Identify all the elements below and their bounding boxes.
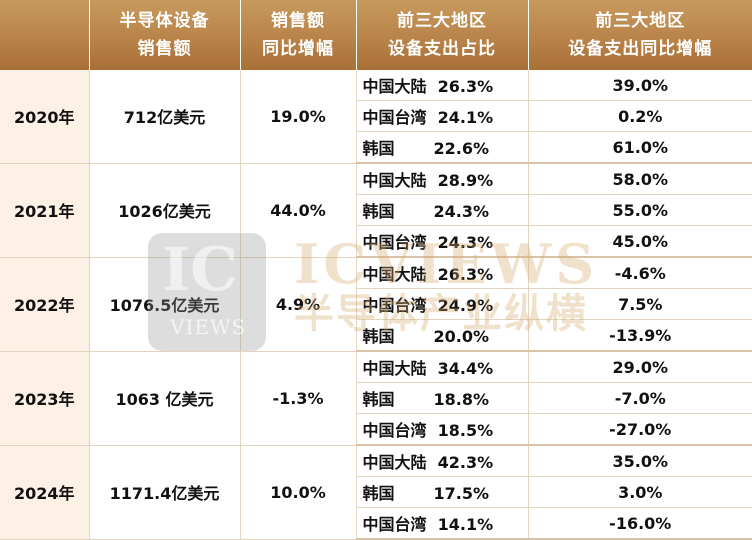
table-row: 2021年 1026亿美元 44.0% 中国大陆 28.9% 58.0% [0,163,752,258]
sales-cell: 1076.5亿美元 [89,257,241,352]
table-row: 中国台湾 24.9% 7.5% [0,288,752,320]
sales-cell: 1063 亿美元 [89,351,241,446]
year-cell: 2024年 [0,445,90,540]
region-change-cell: 58.0% [528,163,752,195]
region-share-cell: 韩国 17.5% [356,476,529,508]
table-row: 中国台湾 18.5% -27.0% [0,413,752,446]
region-share-cell: 中国台湾 24.3% [356,225,529,258]
region-share-cell: 中国大陆 28.9% [356,163,529,195]
region-change-cell: -13.9% [528,319,752,352]
region-share-cell: 韩国 22.6% [356,131,529,164]
header-growth-l2: 同比增幅 [262,39,334,59]
region-share-cell: 中国台湾 24.9% [356,288,529,320]
header-sales-l2: 销售额 [137,39,192,59]
region-change-cell: -27.0% [528,413,752,446]
region-change-cell: 61.0% [528,131,752,164]
year-cell: 2021年 [0,163,90,258]
region-change-cell: 35.0% [528,445,752,477]
region-share-cell: 中国台湾 14.1% [356,507,529,540]
growth-cell: 19.0% [240,70,357,164]
region-change-cell: 39.0% [528,70,752,101]
year-cell: 2020年 [0,70,90,164]
region-change-cell: 55.0% [528,194,752,226]
region-share-cell: 中国台湾 18.5% [356,413,529,446]
region-change-cell: 7.5% [528,288,752,320]
year-cell: 2023年 [0,351,90,446]
table-row: 韩国 18.8% -7.0% [0,382,752,414]
region-change-cell: 3.0% [528,476,752,508]
region-change-cell: -7.0% [528,382,752,414]
table-row: 韩国 24.3% 55.0% [0,194,752,226]
table-row: 中国台湾 24.1% 0.2% [0,100,752,132]
header-change-l1: 前三大地区 [595,11,686,31]
region-change-cell: 29.0% [528,351,752,383]
region-change-cell: 0.2% [528,100,752,132]
header-region-share: 前三大地区设备支出占比 [356,0,529,70]
growth-cell: 4.9% [240,257,357,352]
table-row: 2022年 1076.5亿美元 4.9% 中国大陆 26.3% -4.6% [0,257,752,352]
header-growth-l1: 销售额 [271,11,325,31]
region-share-cell: 中国大陆 34.4% [356,351,529,383]
table-row: 韩国 20.0% -13.9% [0,319,752,352]
header-region-change: 前三大地区设备支出同比增幅 [528,0,752,70]
table-row: 中国台湾 24.3% 45.0% [0,225,752,258]
region-change-cell: -4.6% [528,257,752,289]
table-row: 2024年 1171.4亿美元 10.0% 中国大陆 42.3% 35.0% [0,445,752,540]
region-share-cell: 中国大陆 26.3% [356,70,529,101]
region-share-cell: 中国大陆 26.3% [356,257,529,289]
header-share-l2: 设备支出占比 [388,39,496,59]
region-change-cell: 45.0% [528,225,752,258]
header-growth: 销售额 同比增幅 [240,0,357,70]
region-share-cell: 韩国 24.3% [356,194,529,226]
header-share-l1: 前三大地区 [397,11,487,31]
growth-cell: 10.0% [240,445,357,540]
table-row: 2023年 1063 亿美元 -1.3% 中国大陆 34.4% 29.0% [0,351,752,446]
header-sales-l1: 半导体设备 [119,11,210,31]
year-cell: 2022年 [0,257,90,352]
sales-cell: 1026亿美元 [89,163,241,258]
table-row: 2020年 712亿美元 19.0% 中国大陆 26.3% 39.0% [0,70,752,164]
growth-cell: -1.3% [240,351,357,446]
header-change-l2: 设备支出同比增幅 [568,39,713,59]
sales-cell: 1171.4亿美元 [89,445,241,540]
table-row: 韩国 22.6% 61.0% [0,131,752,164]
region-share-cell: 中国大陆 42.3% [356,445,529,477]
table-row: 韩国 17.5% 3.0% [0,476,752,508]
sales-cell: 712亿美元 [89,70,241,164]
header-corner [0,0,90,70]
region-change-cell: -16.0% [528,507,752,540]
growth-cell: 44.0% [240,163,357,258]
region-share-cell: 韩国 18.8% [356,382,529,414]
header-row: 半导体设备 销售额 销售额 同比增幅 前三大地区 设备支出占比 前三大地区 设备支出同比… [0,0,752,70]
header-sales: 半导体设备 销售额 [89,0,241,70]
region-share-cell: 韩国 20.0% [356,319,529,352]
region-share-cell: 中国台湾 24.1% [356,100,529,132]
